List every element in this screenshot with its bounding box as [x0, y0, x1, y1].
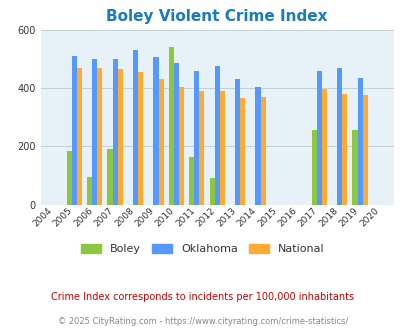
- Text: Crime Index corresponds to incidents per 100,000 inhabitants: Crime Index corresponds to incidents per…: [51, 292, 354, 302]
- Text: © 2025 CityRating.com - https://www.cityrating.com/crime-statistics/: © 2025 CityRating.com - https://www.city…: [58, 317, 347, 326]
- Bar: [168, 47, 173, 205]
- Bar: [352, 130, 357, 205]
- Bar: [153, 57, 158, 205]
- Bar: [92, 59, 97, 205]
- Bar: [362, 95, 367, 205]
- Bar: [357, 78, 362, 205]
- Bar: [77, 68, 82, 205]
- Bar: [219, 91, 224, 205]
- Bar: [189, 156, 194, 205]
- Bar: [260, 97, 265, 205]
- Bar: [112, 59, 117, 205]
- Bar: [72, 56, 77, 205]
- Bar: [133, 50, 138, 205]
- Bar: [240, 98, 245, 205]
- Bar: [173, 63, 179, 205]
- Bar: [311, 130, 316, 205]
- Bar: [138, 72, 143, 205]
- Bar: [97, 68, 102, 205]
- Bar: [336, 68, 341, 205]
- Bar: [255, 86, 260, 205]
- Bar: [214, 66, 219, 205]
- Bar: [234, 79, 240, 205]
- Bar: [209, 178, 214, 205]
- Bar: [199, 91, 204, 205]
- Bar: [117, 69, 122, 205]
- Title: Boley Violent Crime Index: Boley Violent Crime Index: [106, 9, 327, 24]
- Bar: [316, 71, 321, 205]
- Bar: [107, 149, 112, 205]
- Bar: [179, 86, 183, 205]
- Bar: [341, 94, 347, 205]
- Bar: [66, 151, 72, 205]
- Bar: [194, 71, 199, 205]
- Legend: Boley, Oklahoma, National: Boley, Oklahoma, National: [77, 239, 328, 258]
- Bar: [87, 177, 92, 205]
- Bar: [158, 79, 163, 205]
- Bar: [321, 89, 326, 205]
